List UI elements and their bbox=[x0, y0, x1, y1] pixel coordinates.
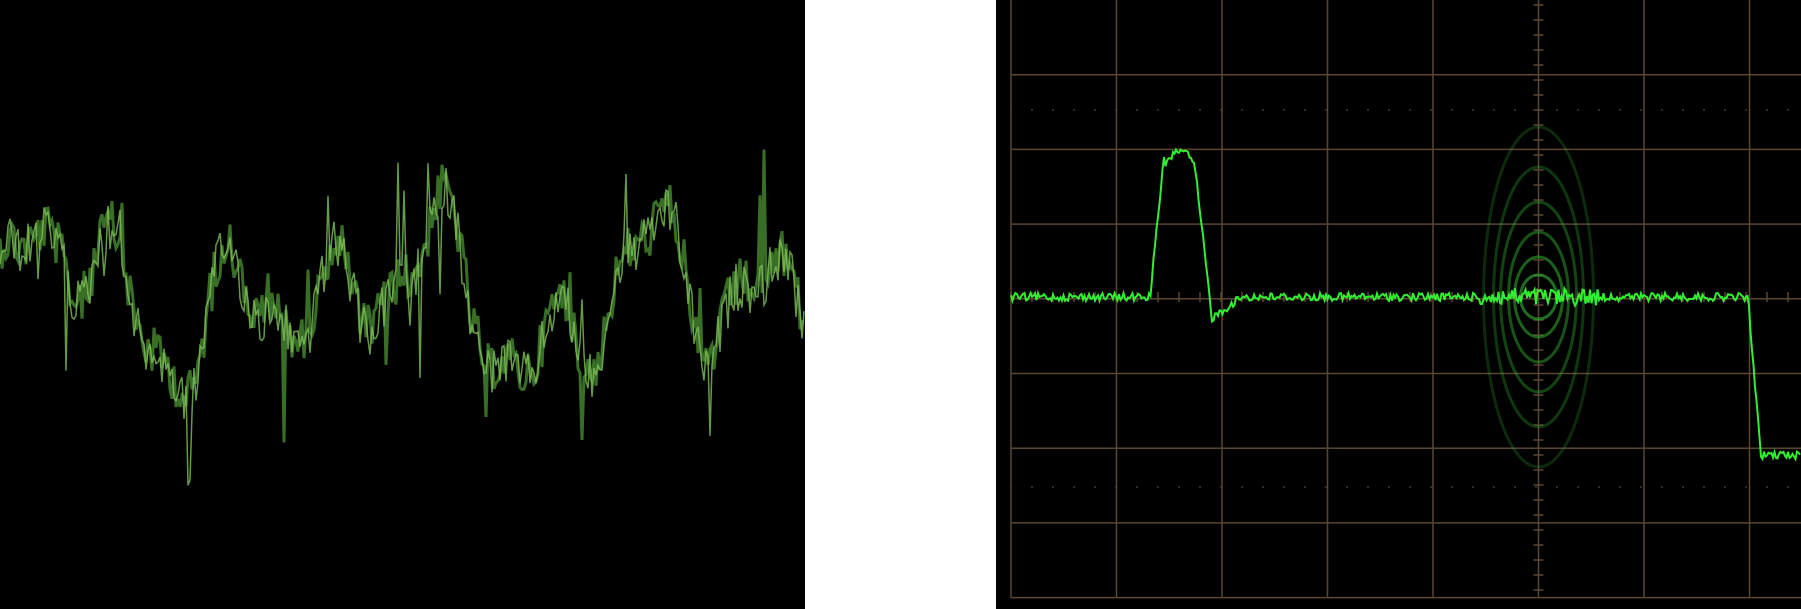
graticule-dot bbox=[1640, 109, 1642, 111]
graticule-dot bbox=[1787, 109, 1789, 111]
graticule-dot bbox=[1136, 109, 1138, 111]
graticule-dot bbox=[1472, 109, 1474, 111]
graticule-dot bbox=[1220, 486, 1222, 488]
graticule-dot bbox=[1430, 109, 1432, 111]
graticule-dot bbox=[1661, 486, 1663, 488]
graticule bbox=[1010, 0, 1801, 599]
graticule-dot bbox=[1346, 109, 1348, 111]
graticule-dot bbox=[1220, 109, 1222, 111]
right-trace bbox=[1010, 147, 1801, 462]
graticule-dot bbox=[1577, 486, 1579, 488]
graticule-dot bbox=[1409, 486, 1411, 488]
graticule-dot bbox=[1682, 109, 1684, 111]
graticule-dot bbox=[1451, 486, 1453, 488]
graticule-dot bbox=[1388, 486, 1390, 488]
graticule-dot bbox=[1598, 109, 1600, 111]
graticule-dot bbox=[1451, 109, 1453, 111]
graticule-dot bbox=[1052, 109, 1054, 111]
graticule-dot bbox=[1619, 486, 1621, 488]
graticule-dot bbox=[1031, 486, 1033, 488]
graticule-dot bbox=[1262, 109, 1264, 111]
graticule-dot bbox=[1031, 109, 1033, 111]
graticule-dot bbox=[1577, 109, 1579, 111]
graticule-dot bbox=[1325, 109, 1327, 111]
graticule-dot bbox=[1010, 486, 1012, 488]
graticule-dot bbox=[1745, 109, 1747, 111]
graticule-dot bbox=[1619, 109, 1621, 111]
persistence-ring bbox=[1499, 200, 1578, 394]
graticule-dot bbox=[1073, 109, 1075, 111]
graticule-dot bbox=[1556, 486, 1558, 488]
graticule-dot bbox=[1241, 486, 1243, 488]
graticule-dot bbox=[1094, 109, 1096, 111]
graticule-dot bbox=[1682, 486, 1684, 488]
graticule-dot bbox=[1703, 109, 1705, 111]
graticule-dot bbox=[1283, 109, 1285, 111]
graticule-dot bbox=[1556, 109, 1558, 111]
graticule-dot bbox=[1304, 486, 1306, 488]
graticule-dot bbox=[1787, 486, 1789, 488]
graticule-dot bbox=[1766, 486, 1768, 488]
graticule-dot bbox=[1073, 486, 1075, 488]
graticule-dot bbox=[1283, 486, 1285, 488]
graticule-dot bbox=[1766, 109, 1768, 111]
graticule-dot bbox=[1325, 486, 1327, 488]
graticule-dot bbox=[1346, 486, 1348, 488]
graticule-dot bbox=[1367, 109, 1369, 111]
graticule-dot bbox=[1199, 486, 1201, 488]
graticule-dot bbox=[1367, 486, 1369, 488]
graticule-dot bbox=[1388, 109, 1390, 111]
graticule-dot bbox=[1493, 486, 1495, 488]
graticule-dot bbox=[1136, 486, 1138, 488]
graticule-dot bbox=[1535, 109, 1537, 111]
graticule-dot bbox=[1178, 486, 1180, 488]
right-screen bbox=[996, 0, 1801, 609]
graticule-dot bbox=[1598, 486, 1600, 488]
left-trace bbox=[0, 149, 805, 443]
graticule-dot bbox=[1115, 486, 1117, 488]
graticule-dot bbox=[1409, 109, 1411, 111]
graticule-dot bbox=[1157, 109, 1159, 111]
graticule-dot bbox=[1724, 486, 1726, 488]
graticule-dot bbox=[1514, 486, 1516, 488]
graticule-dot bbox=[1724, 109, 1726, 111]
graticule-dot bbox=[1661, 109, 1663, 111]
graticule-dot bbox=[1535, 486, 1537, 488]
graticule-dot bbox=[1703, 486, 1705, 488]
graticule-dot bbox=[1304, 109, 1306, 111]
graticule-dot bbox=[1262, 486, 1264, 488]
graticule-dot bbox=[1493, 109, 1495, 111]
graticule-dot bbox=[1430, 486, 1432, 488]
graticule-dot bbox=[1010, 109, 1012, 111]
graticule-dot bbox=[1094, 486, 1096, 488]
left-screen bbox=[0, 0, 805, 609]
graticule-dot bbox=[1514, 109, 1516, 111]
graticule-dot bbox=[1241, 109, 1243, 111]
left-trace bbox=[0, 162, 805, 486]
graticule-dot bbox=[1052, 486, 1054, 488]
graticule-dot bbox=[1115, 109, 1117, 111]
graticule-dot bbox=[1157, 486, 1159, 488]
graticule-dot bbox=[1640, 486, 1642, 488]
graticule-dot bbox=[1472, 486, 1474, 488]
graticule-dot bbox=[1178, 109, 1180, 111]
graticule-dot bbox=[1199, 109, 1201, 111]
graticule-dot bbox=[1745, 486, 1747, 488]
left-scope bbox=[0, 0, 805, 609]
right-scope bbox=[996, 0, 1801, 609]
